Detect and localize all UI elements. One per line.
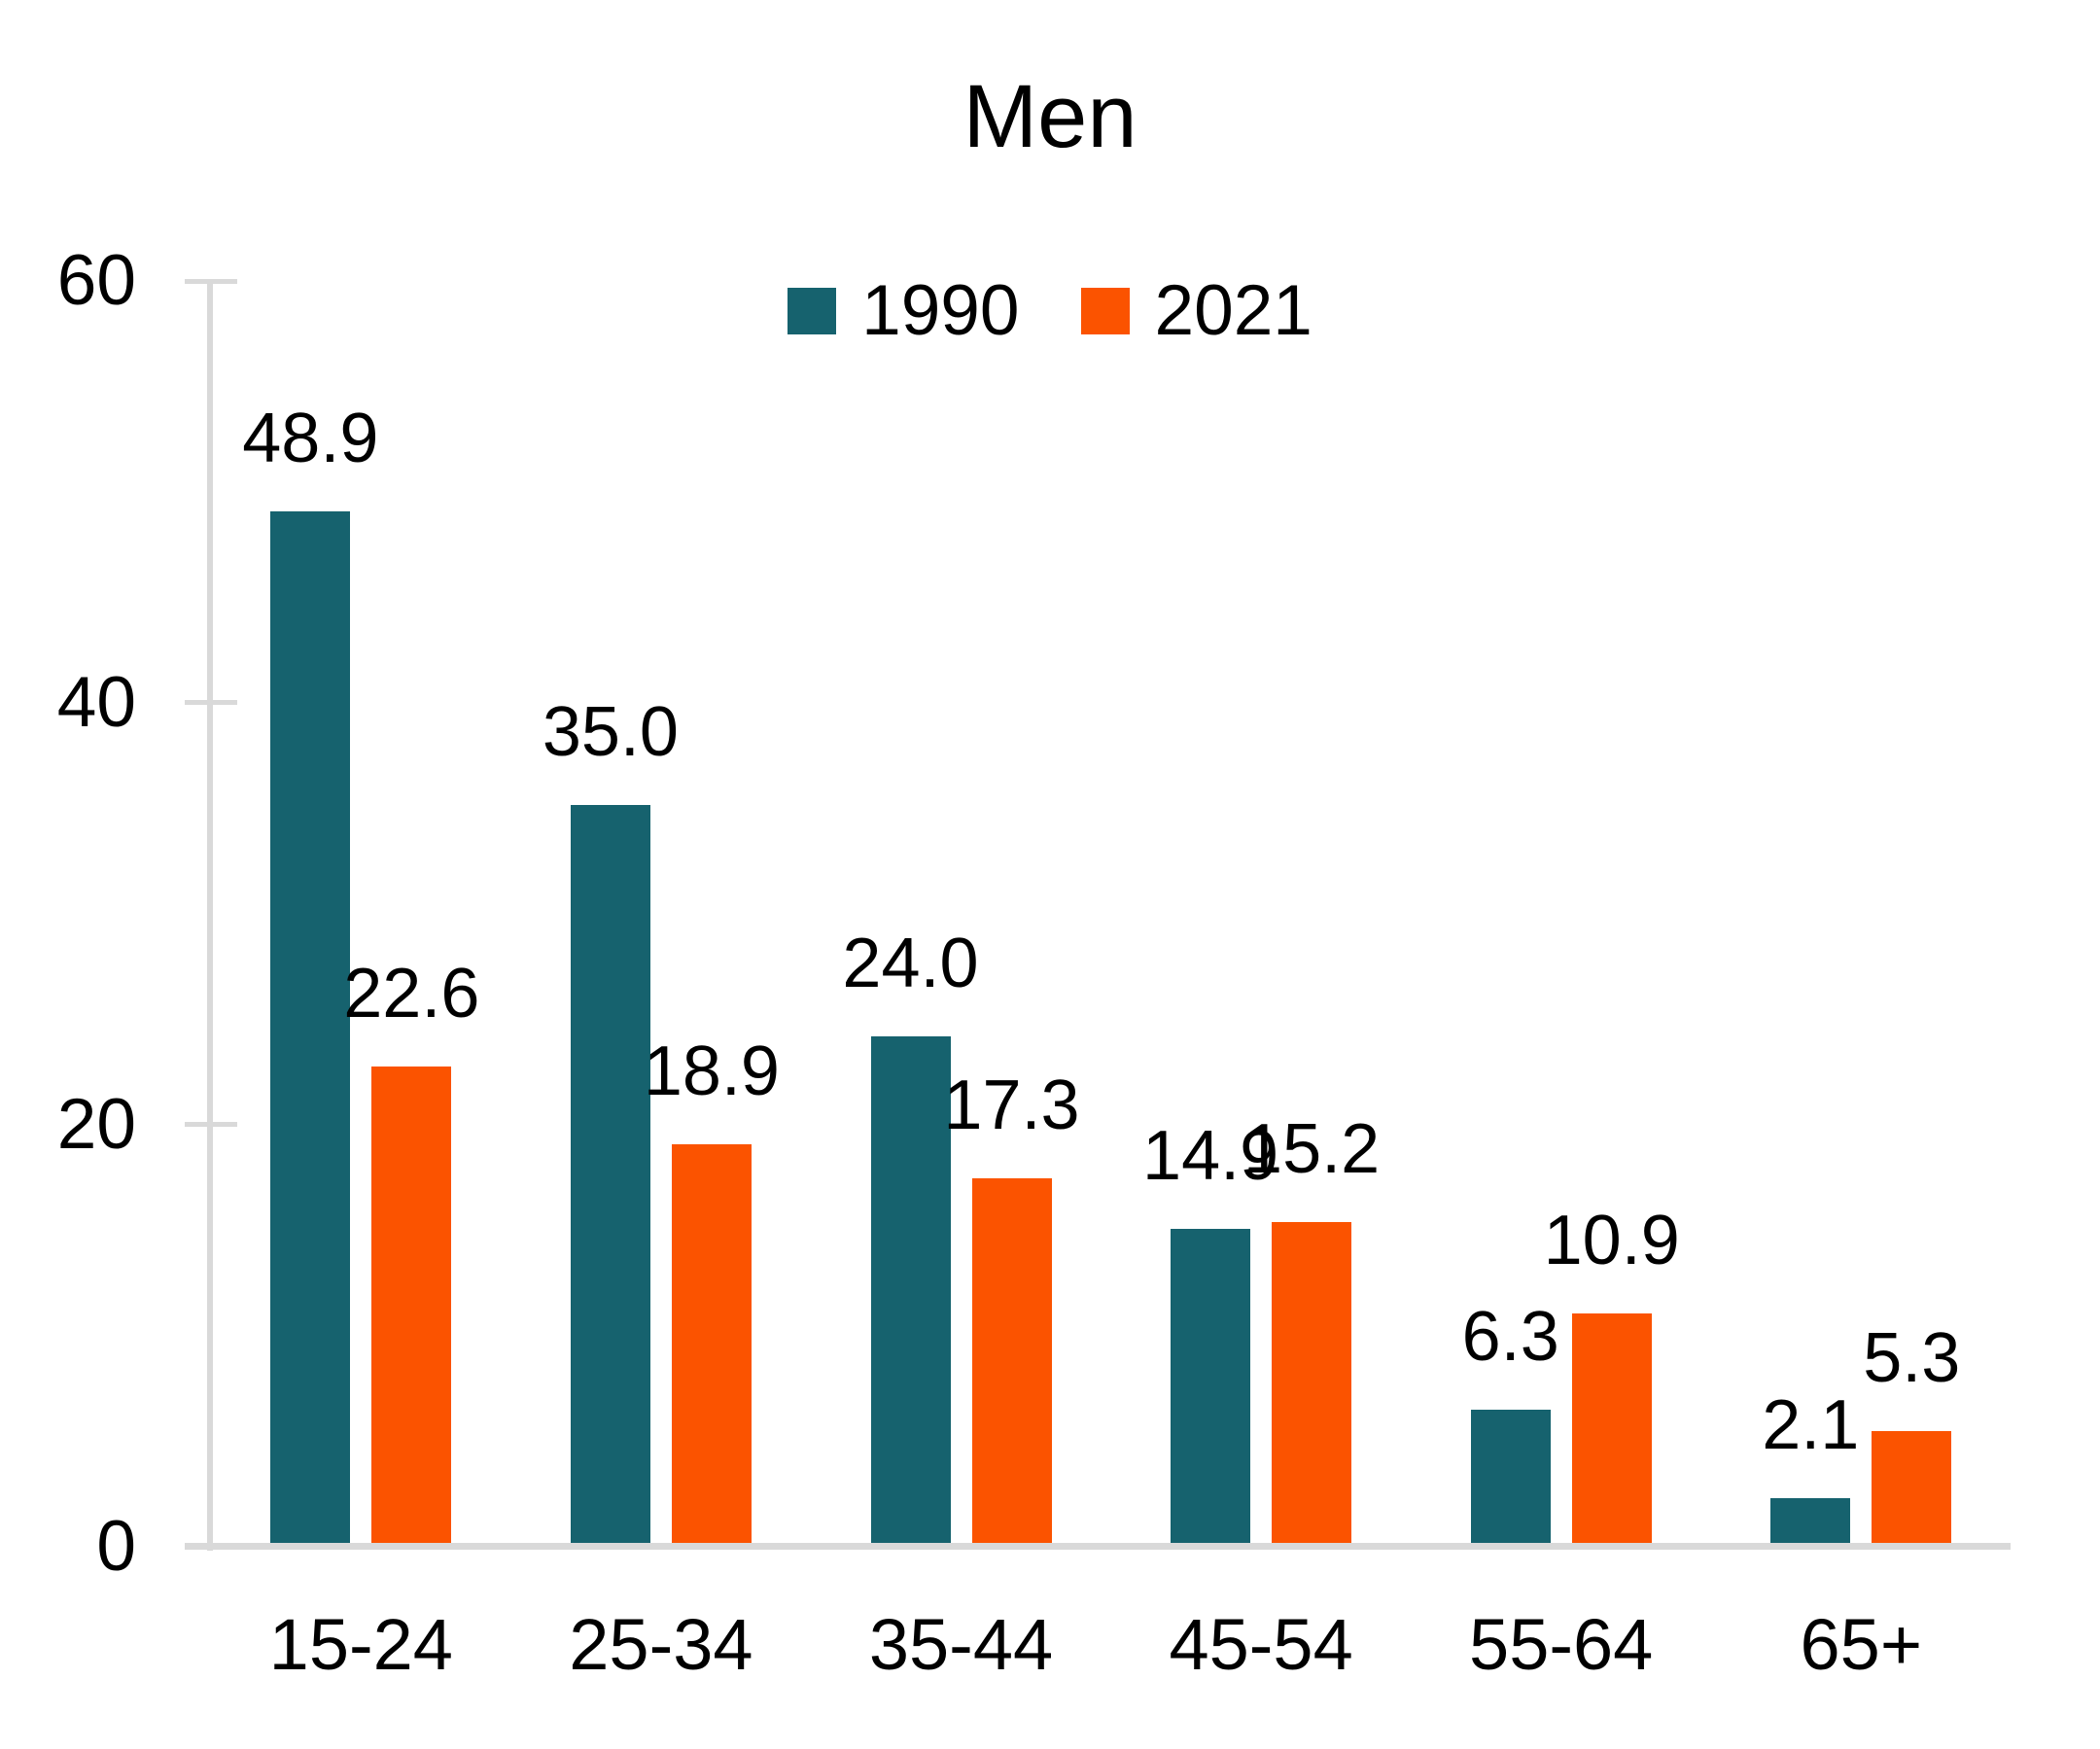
x-label-45-54: 45-54 [1169, 1604, 1353, 1685]
bar-2021-55-64 [1571, 1313, 1652, 1543]
bar-2021-45-54 [1272, 1222, 1352, 1543]
y-tick-label: 40 [56, 662, 136, 742]
x-axis-baseline [185, 1543, 2011, 1550]
bar-1990-65+ [1770, 1498, 1851, 1543]
legend: 1990 2021 [0, 275, 2100, 346]
legend-swatch-1990 [788, 287, 837, 334]
bar-1990-15-24 [270, 511, 351, 1543]
y-tick [185, 1122, 237, 1128]
y-axis-line [207, 281, 213, 1551]
y-tick-label: 20 [56, 1084, 136, 1164]
legend-label: 2021 [1154, 271, 1312, 350]
y-tick [185, 278, 237, 284]
bar-1990-25-34 [570, 805, 650, 1543]
y-tick-label: 0 [96, 1506, 136, 1586]
bar-2021-25-34 [671, 1144, 752, 1543]
x-label-25-34: 25-34 [569, 1604, 753, 1685]
value-label-1990-55-64: 6.3 [1461, 1298, 1559, 1376]
value-label-2021-55-64: 10.9 [1543, 1202, 1680, 1279]
value-label-2021-25-34: 18.9 [643, 1032, 780, 1110]
legend-item-2021: 2021 [1080, 271, 1312, 350]
value-label-1990-35-44: 24.0 [842, 925, 979, 1002]
bar-1990-35-44 [870, 1036, 951, 1543]
value-label-1990-65+: 2.1 [1762, 1386, 1860, 1464]
y-tick [185, 700, 237, 706]
bar-1990-55-64 [1470, 1410, 1551, 1543]
x-label-15-24: 15-24 [268, 1604, 453, 1685]
x-label-65+: 65+ [1800, 1604, 1923, 1685]
value-label-2021-35-44: 17.3 [943, 1067, 1080, 1144]
value-label-2021-45-54: 15.2 [1243, 1110, 1381, 1188]
y-tick-label: 60 [56, 241, 136, 321]
value-label-1990-25-34: 35.0 [542, 693, 679, 771]
legend-item-1990: 1990 [788, 271, 1020, 350]
legend-swatch-2021 [1080, 287, 1130, 334]
legend-label: 1990 [861, 271, 1020, 350]
value-label-2021-15-24: 22.6 [343, 955, 480, 1032]
value-label-1990-45-54: 14.9 [1142, 1117, 1279, 1195]
value-label-1990-15-24: 48.9 [242, 400, 379, 477]
chart-title: Men [962, 67, 1138, 166]
bar-2021-65+ [1872, 1431, 1952, 1543]
bar-2021-15-24 [371, 1067, 452, 1543]
x-label-55-64: 55-64 [1469, 1604, 1654, 1685]
bar-1990-45-54 [1171, 1229, 1251, 1543]
bar-2021-35-44 [971, 1178, 1052, 1543]
x-label-35-44: 35-44 [868, 1604, 1054, 1685]
value-label-2021-65+: 5.3 [1863, 1319, 1961, 1397]
